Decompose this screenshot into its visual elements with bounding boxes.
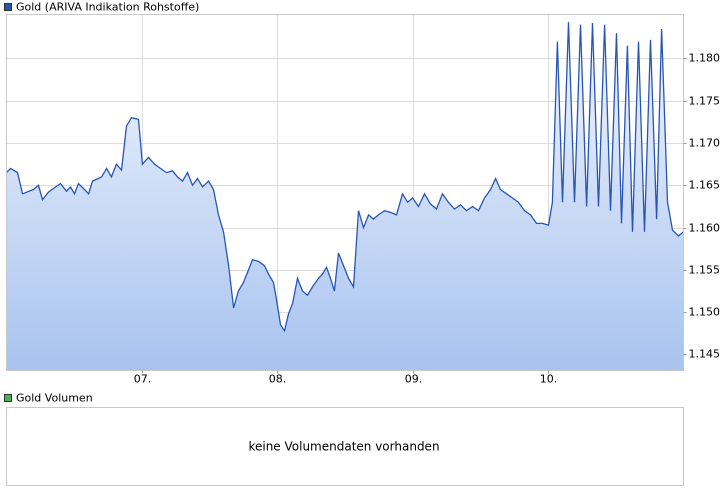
y-tick-label: 1.150: [689, 306, 721, 319]
y-tick-label: 1.165: [689, 179, 721, 192]
y-tick-label: 1.145: [689, 348, 721, 361]
x-tick-label: 08.: [269, 373, 287, 386]
x-tick-label: 07.: [134, 373, 152, 386]
area: [6, 22, 684, 371]
legend-label: Gold (ARIVA Indikation Rohstoffe): [16, 1, 199, 14]
y-tick-label: 1.160: [689, 222, 721, 235]
legend-label: Gold Volumen: [16, 392, 93, 405]
plot-border: [6, 14, 684, 371]
legend-swatch: [4, 3, 12, 11]
y-tick-label: 1.170: [689, 137, 721, 150]
volume-panel: [6, 407, 684, 486]
plot: [6, 22, 684, 371]
y-tick-label: 1.175: [689, 95, 721, 108]
y-tick-label: 1.155: [689, 264, 721, 277]
y-tick-label: 1.180: [689, 52, 721, 65]
x-tick-label: 09.: [405, 373, 423, 386]
line: [6, 22, 684, 333]
no-data-message: keine Volumendaten vorhanden: [248, 440, 439, 454]
x-tick-label: 10.: [540, 373, 558, 386]
legend-swatch: [4, 394, 12, 402]
